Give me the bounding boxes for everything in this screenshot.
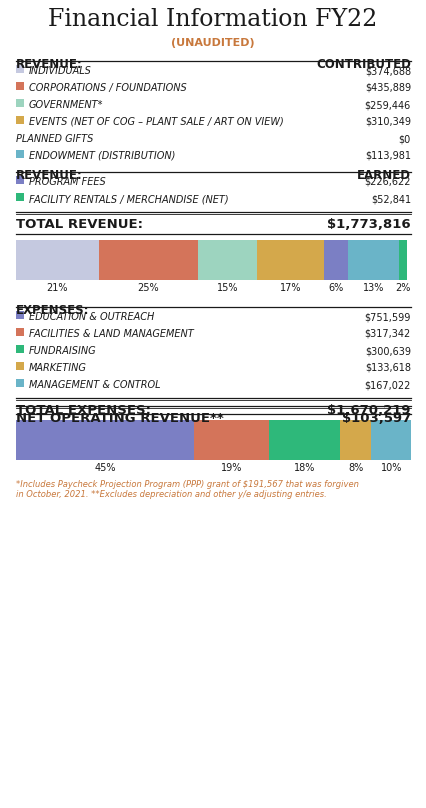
Text: (UNAUDITED): (UNAUDITED): [171, 38, 254, 48]
Text: FACILITY RENTALS / MERCHANDISE (NET): FACILITY RENTALS / MERCHANDISE (NET): [29, 194, 228, 204]
Text: TOTAL REVENUE:: TOTAL REVENUE:: [16, 218, 143, 231]
Text: *Includes Paycheck Projection Program (PPP) grant of $191,567 that was forgiven: *Includes Paycheck Projection Program (P…: [16, 480, 358, 489]
Bar: [16, 362, 24, 370]
Bar: [16, 193, 24, 201]
Text: $167,022: $167,022: [364, 380, 410, 390]
Bar: [371, 420, 410, 460]
Bar: [16, 345, 24, 353]
Text: INDIVIDUALS: INDIVIDUALS: [29, 66, 92, 76]
Text: 19%: 19%: [220, 463, 242, 473]
Text: FACILITIES & LAND MANAGEMENT: FACILITIES & LAND MANAGEMENT: [29, 329, 193, 339]
Text: 18%: 18%: [293, 463, 314, 473]
Text: 2%: 2%: [394, 283, 410, 293]
Text: $751,599: $751,599: [364, 312, 410, 322]
Text: GOVERNMENT*: GOVERNMENT*: [29, 100, 103, 110]
Text: 13%: 13%: [362, 283, 383, 293]
Text: EDUCATION & OUTREACH: EDUCATION & OUTREACH: [29, 312, 154, 322]
Text: NET OPERATING REVENUE**: NET OPERATING REVENUE**: [16, 412, 223, 425]
Bar: [16, 311, 24, 319]
Text: EVENTS (NET OF COG – PLANT SALE / ART ON VIEW): EVENTS (NET OF COG – PLANT SALE / ART ON…: [29, 117, 283, 127]
Text: EXPENSES:: EXPENSES:: [16, 304, 89, 317]
Text: 6%: 6%: [328, 283, 343, 293]
Text: 15%: 15%: [216, 283, 238, 293]
Text: $300,639: $300,639: [364, 346, 410, 356]
Bar: [16, 420, 193, 460]
Bar: [193, 420, 268, 460]
Text: REVENUE:: REVENUE:: [16, 169, 83, 182]
Text: 25%: 25%: [137, 283, 159, 293]
Bar: [16, 328, 24, 336]
Text: PLANNED GIFTS: PLANNED GIFTS: [16, 134, 93, 144]
Text: 45%: 45%: [94, 463, 115, 473]
Text: 17%: 17%: [279, 283, 301, 293]
Bar: [16, 116, 24, 124]
Text: 21%: 21%: [46, 283, 68, 293]
Text: Financial Information FY22: Financial Information FY22: [48, 8, 377, 31]
Text: $435,889: $435,889: [364, 83, 410, 93]
Text: $374,688: $374,688: [364, 66, 410, 76]
Text: MARKETING: MARKETING: [29, 363, 86, 373]
Text: 10%: 10%: [380, 463, 401, 473]
Text: $103,597: $103,597: [341, 412, 410, 425]
Text: CONTRIBUTED: CONTRIBUTED: [315, 58, 410, 71]
Bar: [339, 420, 371, 460]
Text: $1,773,816: $1,773,816: [327, 218, 410, 231]
Bar: [16, 65, 24, 73]
Bar: [256, 240, 323, 280]
Text: $113,981: $113,981: [364, 151, 410, 161]
Text: REVENUE:: REVENUE:: [16, 58, 83, 71]
Text: $259,446: $259,446: [364, 100, 410, 110]
Bar: [268, 420, 339, 460]
Text: $0: $0: [398, 134, 410, 144]
Text: in October, 2021. **Excludes depreciation and other y/e adjusting entries.: in October, 2021. **Excludes depreciatio…: [16, 490, 326, 499]
Bar: [16, 99, 24, 107]
Text: FUNDRAISING: FUNDRAISING: [29, 346, 96, 356]
Text: $317,342: $317,342: [364, 329, 410, 339]
Text: CORPORATIONS / FOUNDATIONS: CORPORATIONS / FOUNDATIONS: [29, 83, 186, 93]
Text: TOTAL EXPENSES:: TOTAL EXPENSES:: [16, 404, 151, 417]
Bar: [16, 379, 24, 387]
Text: MANAGEMENT & CONTROL: MANAGEMENT & CONTROL: [29, 380, 160, 390]
Text: $52,841: $52,841: [370, 194, 410, 204]
Text: PROGRAM FEES: PROGRAM FEES: [29, 177, 106, 187]
Bar: [16, 240, 99, 280]
Text: $1,670,219: $1,670,219: [327, 404, 410, 417]
Bar: [16, 150, 24, 158]
Text: $310,349: $310,349: [364, 117, 410, 127]
Bar: [99, 240, 197, 280]
Text: $226,622: $226,622: [364, 177, 410, 187]
Text: ENDOWMENT (DISTRIBUTION): ENDOWMENT (DISTRIBUTION): [29, 151, 175, 161]
Bar: [16, 82, 24, 90]
Bar: [347, 240, 398, 280]
Bar: [323, 240, 347, 280]
Bar: [16, 176, 24, 184]
Bar: [398, 240, 406, 280]
Text: $133,618: $133,618: [364, 363, 410, 373]
Text: 8%: 8%: [347, 463, 363, 473]
Text: EARNED: EARNED: [356, 169, 410, 182]
Bar: [197, 240, 256, 280]
